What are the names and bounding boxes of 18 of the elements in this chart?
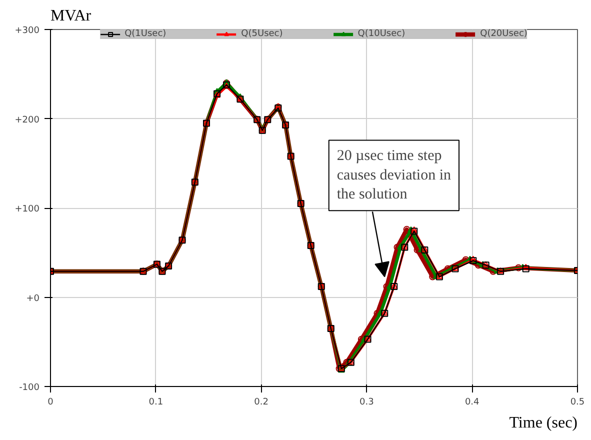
annotation: 20 µsec time step causes deviation in the solution xyxy=(336,148,452,203)
legend-label: Q(1Usec) xyxy=(124,29,166,39)
x-axis-title: Time (sec) xyxy=(509,414,578,432)
x-tick-label: 0.3 xyxy=(360,398,374,408)
y-axis-title: MVAr xyxy=(50,8,92,24)
x-tick-label: 0 xyxy=(48,398,54,408)
x-tick-label: 0.5 xyxy=(570,398,585,408)
legend-label: Q(20Usec) xyxy=(480,29,528,39)
legend-label: Q(10Usec) xyxy=(358,29,406,39)
y-tick-label: +0 xyxy=(26,294,40,304)
y-tick-label: +100 xyxy=(14,204,40,214)
x-tick-label: 0.1 xyxy=(148,398,164,408)
y-tick-label: +300 xyxy=(14,26,40,36)
x-tick-label: 0.2 xyxy=(254,398,268,408)
legend-label: Q(5Usec) xyxy=(241,29,283,39)
y-tick-label: -100 xyxy=(19,383,40,393)
y-tick-label: +200 xyxy=(14,115,40,126)
x-tick-label: 0.4 xyxy=(464,398,480,408)
